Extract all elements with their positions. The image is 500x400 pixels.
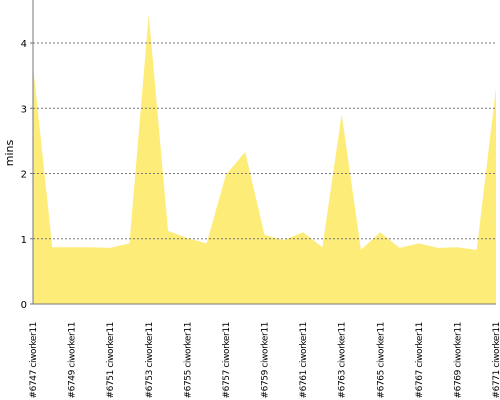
x-tick-label: #6753 ciworker11	[145, 322, 155, 399]
x-tick-label: #6749 ciworker11	[68, 322, 78, 399]
x-tick-label: #6763 ciworker11	[338, 322, 348, 399]
y-tick-label: 1	[21, 235, 27, 246]
y-tick-label: 0	[21, 300, 27, 311]
x-tick-label: #6751 ciworker11	[106, 322, 116, 399]
y-axis-label: mins	[3, 139, 16, 166]
area	[33, 14, 496, 305]
x-tick-label: #6755 ciworker11	[183, 322, 193, 399]
x-tick-label: #6771 ciworker11	[492, 322, 500, 399]
x-tick-label: #6759 ciworker11	[261, 322, 271, 399]
x-tick-label: #6761 ciworker11	[299, 322, 309, 399]
y-tick-label: 4	[21, 39, 27, 50]
x-tick-label: #6767 ciworker11	[415, 322, 425, 399]
x-tick-label: #6747 ciworker11	[29, 322, 39, 399]
x-tick-label: #6765 ciworker11	[376, 322, 386, 399]
y-tick-label: 3	[21, 104, 27, 115]
x-tick-label: #6757 ciworker11	[222, 322, 232, 399]
y-tick-label: 2	[21, 170, 27, 181]
x-tick-label: #6769 ciworker11	[453, 322, 463, 399]
